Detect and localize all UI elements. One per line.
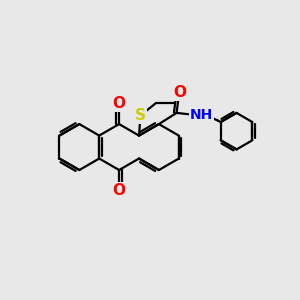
Text: S: S	[135, 108, 146, 123]
Text: NH: NH	[190, 108, 213, 122]
Text: O: O	[112, 183, 126, 198]
Text: O: O	[174, 85, 187, 100]
Text: O: O	[112, 96, 126, 111]
